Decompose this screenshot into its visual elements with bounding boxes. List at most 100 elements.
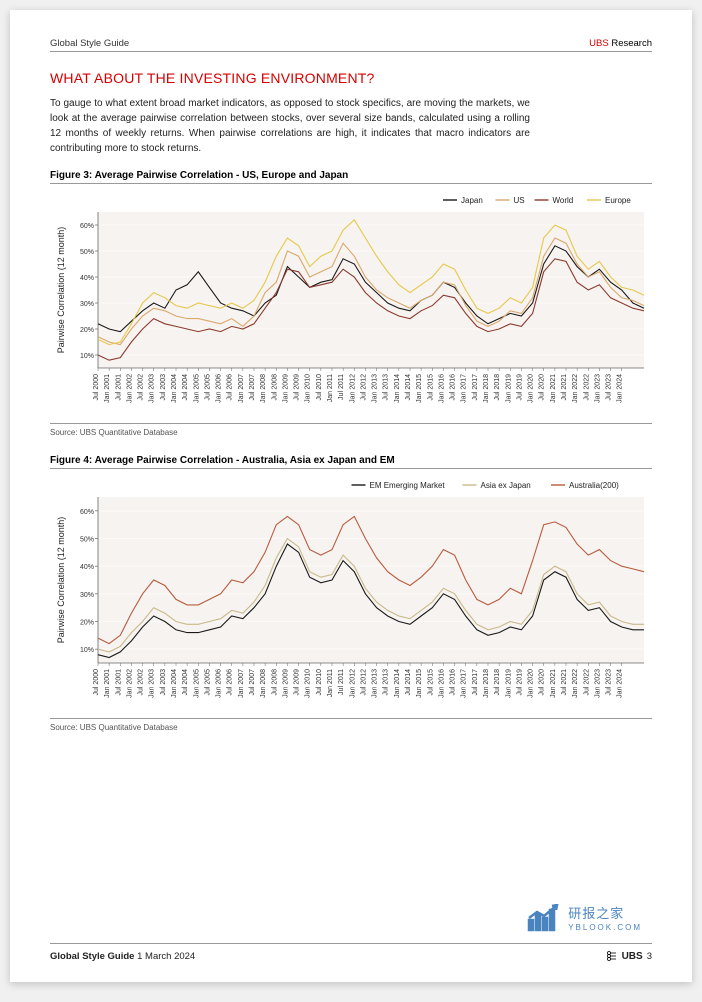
svg-text:60%: 60%	[80, 223, 94, 230]
figure4-rule	[50, 468, 652, 469]
svg-text:Jul 2009: Jul 2009	[294, 669, 301, 696]
svg-text:Jan 2014: Jan 2014	[394, 374, 401, 403]
svg-text:Jan 2015: Jan 2015	[416, 669, 423, 698]
svg-text:Jul 2014: Jul 2014	[405, 374, 412, 401]
svg-text:Jan 2018: Jan 2018	[483, 374, 490, 403]
svg-text:Jan 2011: Jan 2011	[327, 374, 334, 402]
svg-text:Jan 2016: Jan 2016	[438, 669, 445, 698]
figure3-title: Figure 3: Average Pairwise Correlation -…	[50, 170, 652, 181]
svg-text:Jan 2012: Jan 2012	[349, 374, 356, 403]
svg-text:Jul 2008: Jul 2008	[271, 669, 278, 696]
svg-text:Jul 2003: Jul 2003	[160, 669, 167, 696]
svg-text:Jan 2021: Jan 2021	[550, 669, 557, 698]
footer-date: 1 March 2024	[137, 951, 195, 962]
svg-text:Jan 2005: Jan 2005	[193, 374, 200, 403]
svg-text:Jan 2009: Jan 2009	[282, 374, 289, 403]
svg-text:Jan 2007: Jan 2007	[238, 669, 245, 698]
svg-text:Jan 2011: Jan 2011	[327, 669, 334, 697]
svg-text:Jul 2019: Jul 2019	[516, 669, 523, 696]
svg-text:30%: 30%	[80, 301, 94, 308]
footer-title: Global Style Guide	[50, 951, 134, 962]
svg-text:Jan 2013: Jan 2013	[372, 374, 379, 403]
footer-page: 3	[647, 951, 652, 962]
svg-text:Jan 2006: Jan 2006	[216, 374, 223, 403]
svg-text:40%: 40%	[80, 564, 94, 571]
svg-text:Jan 2004: Jan 2004	[171, 374, 178, 403]
figure3-chart: 10%20%30%40%50%60%Pairwise Correlation (…	[50, 188, 652, 423]
svg-text:Jul 2017: Jul 2017	[472, 374, 479, 401]
svg-text:Jul 2007: Jul 2007	[249, 374, 256, 401]
svg-text:Jan 2009: Jan 2009	[282, 669, 289, 698]
svg-text:Jan 2002: Jan 2002	[126, 669, 133, 698]
svg-text:Jan 2023: Jan 2023	[594, 669, 601, 698]
svg-text:EM Emerging Market: EM Emerging Market	[370, 481, 446, 490]
svg-text:Jul 2023: Jul 2023	[606, 374, 613, 401]
svg-text:Japan: Japan	[461, 196, 483, 205]
svg-text:Jan 2008: Jan 2008	[260, 374, 267, 403]
footer-rule	[50, 943, 652, 944]
footer-left: Global Style Guide 1 March 2024	[50, 951, 195, 962]
svg-text:Jul 2001: Jul 2001	[115, 669, 122, 696]
svg-text:Jul 2021: Jul 2021	[561, 669, 568, 696]
watermark: 研报之家 YBLOOK.COM	[526, 903, 642, 932]
figure3-svg: 10%20%30%40%50%60%Pairwise Correlation (…	[50, 188, 652, 418]
page: Global Style Guide UBS Research WHAT ABO…	[10, 10, 692, 982]
svg-text:Jan 2022: Jan 2022	[572, 374, 579, 403]
svg-text:50%: 50%	[80, 249, 94, 256]
svg-text:Jan 2021: Jan 2021	[550, 374, 557, 403]
svg-text:20%: 20%	[80, 327, 94, 334]
svg-text:Jul 2011: Jul 2011	[338, 374, 345, 400]
svg-text:Jan 2003: Jan 2003	[149, 669, 156, 698]
svg-text:Jan 2016: Jan 2016	[438, 374, 445, 403]
svg-text:Jan 2005: Jan 2005	[193, 669, 200, 698]
svg-text:Jul 2002: Jul 2002	[138, 669, 145, 696]
figure4-bottom-rule	[50, 718, 652, 719]
svg-text:Jan 2008: Jan 2008	[260, 669, 267, 698]
svg-text:Jul 2017: Jul 2017	[472, 669, 479, 696]
svg-text:50%: 50%	[80, 537, 94, 544]
svg-text:30%: 30%	[80, 592, 94, 599]
svg-text:Jul 2002: Jul 2002	[138, 374, 145, 401]
svg-text:Jan 2013: Jan 2013	[372, 669, 379, 698]
svg-text:Jan 2020: Jan 2020	[528, 374, 535, 403]
svg-text:Jul 2018: Jul 2018	[494, 374, 501, 401]
svg-text:Jan 2017: Jan 2017	[461, 669, 468, 698]
footer-row: Global Style Guide 1 March 2024 UBS 3	[50, 950, 652, 962]
body-paragraph: To gauge to what extent broad market ind…	[50, 96, 530, 156]
svg-text:Australia(200): Australia(200)	[569, 481, 619, 490]
svg-text:Jan 2001: Jan 2001	[104, 374, 111, 403]
svg-text:Jul 2011: Jul 2011	[338, 669, 345, 695]
svg-text:Jul 2015: Jul 2015	[427, 669, 434, 696]
svg-text:Europe: Europe	[605, 196, 631, 205]
svg-text:10%: 10%	[80, 353, 94, 360]
svg-text:Jul 2015: Jul 2015	[427, 374, 434, 401]
svg-text:Jan 2003: Jan 2003	[149, 374, 156, 403]
svg-text:Jul 2006: Jul 2006	[227, 374, 234, 401]
svg-text:Jan 2006: Jan 2006	[216, 669, 223, 698]
footer: Global Style Guide 1 March 2024 UBS 3	[50, 943, 652, 962]
svg-text:Jan 2004: Jan 2004	[171, 669, 178, 698]
svg-text:Jan 2007: Jan 2007	[238, 374, 245, 403]
svg-text:Jan 2001: Jan 2001	[104, 669, 111, 698]
svg-text:Jul 2013: Jul 2013	[383, 374, 390, 401]
svg-text:Jan 2022: Jan 2022	[572, 669, 579, 698]
svg-text:Jul 2022: Jul 2022	[583, 374, 590, 401]
svg-text:Jan 2014: Jan 2014	[394, 669, 401, 698]
watermark-icon	[526, 904, 562, 932]
svg-text:Jul 2018: Jul 2018	[494, 669, 501, 696]
svg-text:Jan 2024: Jan 2024	[617, 374, 624, 403]
svg-text:Jul 2004: Jul 2004	[182, 374, 189, 401]
svg-text:Jan 2015: Jan 2015	[416, 374, 423, 403]
figure4-svg: 10%20%30%40%50%60%Pairwise Correlation (…	[50, 473, 652, 713]
svg-text:Jul 2000: Jul 2000	[93, 374, 100, 401]
svg-text:Jul 2009: Jul 2009	[294, 374, 301, 401]
figure3-source: Source: UBS Quantitative Database	[50, 428, 652, 437]
svg-text:Jul 2020: Jul 2020	[539, 669, 546, 696]
svg-text:Jan 2019: Jan 2019	[505, 374, 512, 403]
figure4-chart: 10%20%30%40%50%60%Pairwise Correlation (…	[50, 473, 652, 718]
svg-text:Pairwise Correlation (12 month: Pairwise Correlation (12 month)	[56, 517, 66, 644]
svg-text:Jul 2008: Jul 2008	[271, 374, 278, 401]
header-left: Global Style Guide	[50, 38, 129, 49]
svg-text:Jan 2010: Jan 2010	[305, 669, 312, 698]
svg-text:Jan 2020: Jan 2020	[528, 669, 535, 698]
